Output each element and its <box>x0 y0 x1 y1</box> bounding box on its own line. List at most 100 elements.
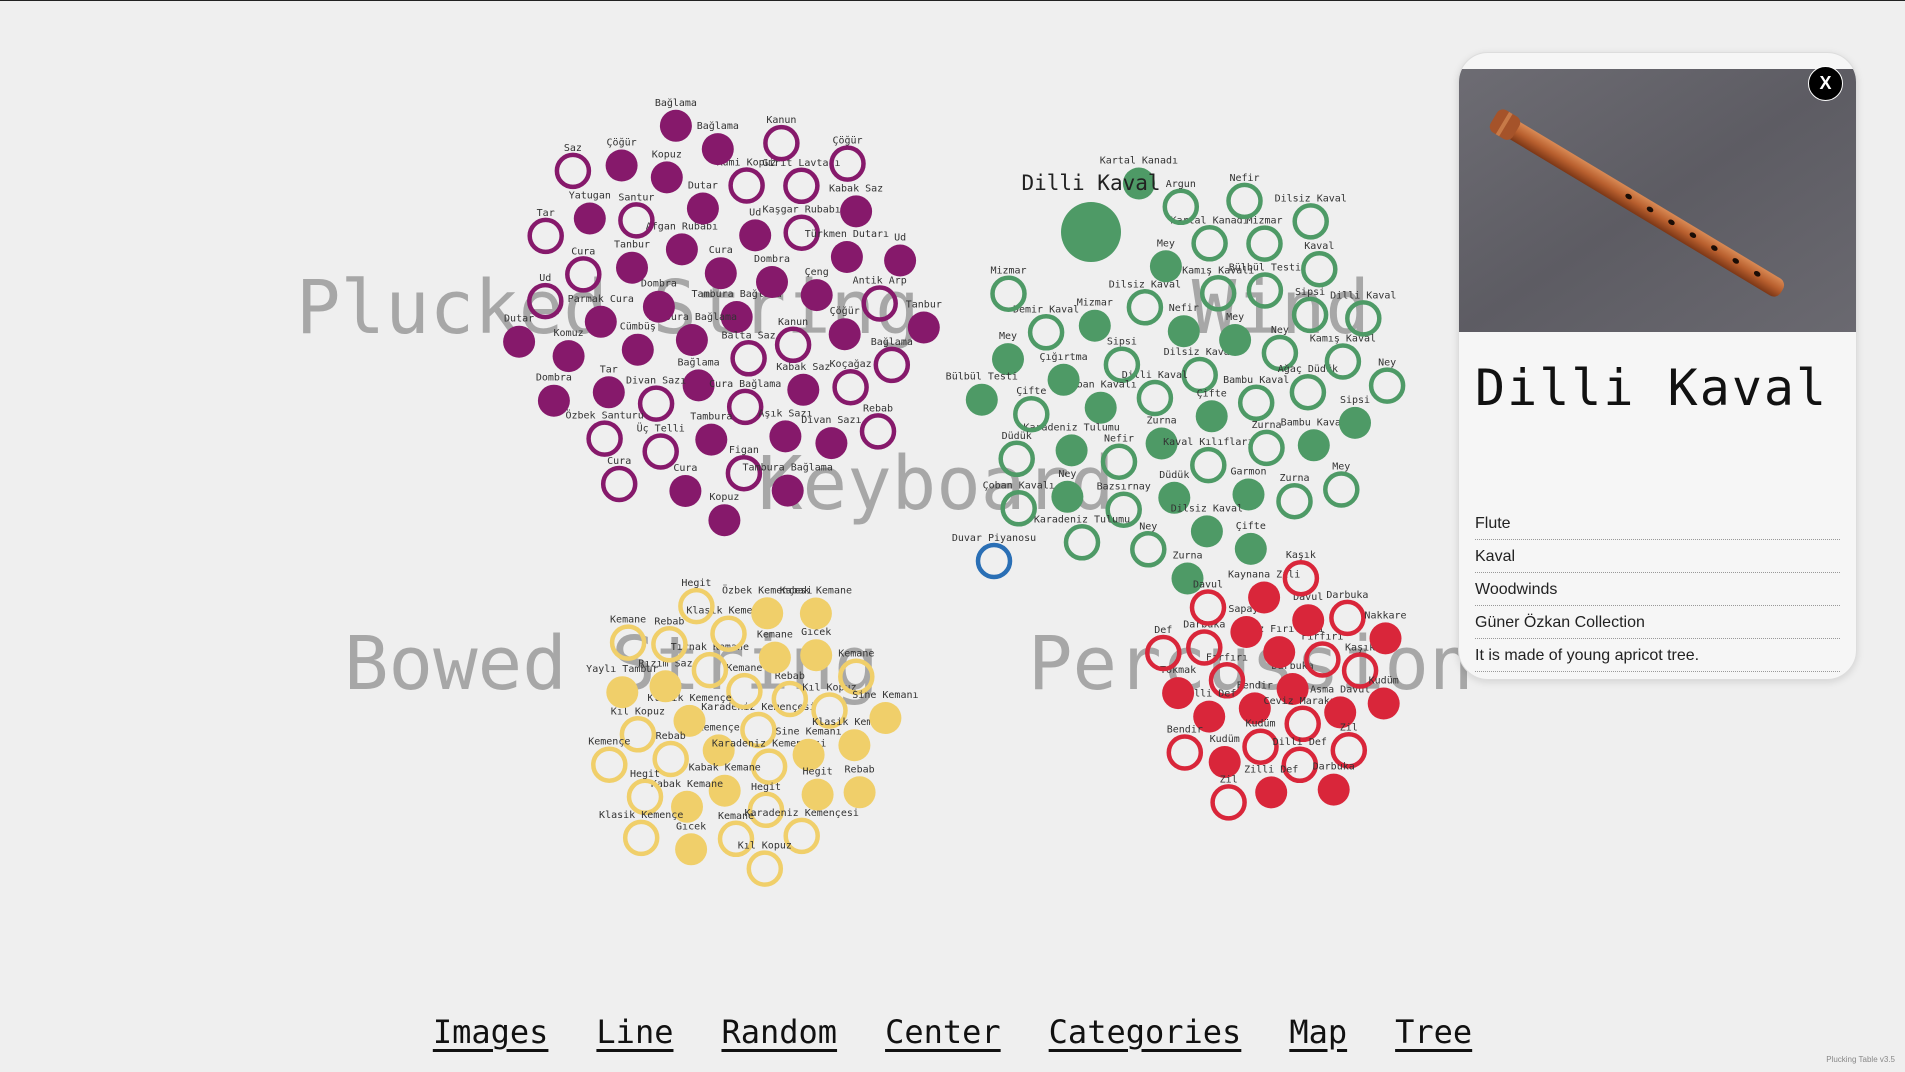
instrument-node[interactable] <box>725 454 763 492</box>
instrument-node[interactable] <box>1246 272 1284 309</box>
nav-link[interactable]: Images <box>432 1013 549 1051</box>
instrument-node[interactable] <box>1055 434 1088 467</box>
nav-link[interactable]: Random <box>721 1013 838 1051</box>
instrument-node[interactable] <box>650 161 683 194</box>
instrument-node[interactable] <box>869 702 902 734</box>
instrument-node[interactable] <box>527 282 564 320</box>
close-button[interactable]: X <box>1808 66 1843 101</box>
instrument-node[interactable] <box>554 152 592 190</box>
instrument-node[interactable] <box>1145 427 1178 460</box>
instrument-node[interactable] <box>1136 379 1174 417</box>
instrument-node[interactable] <box>756 266 788 298</box>
instrument-node[interactable] <box>1195 400 1228 433</box>
instrument-node[interactable] <box>726 672 763 710</box>
instrument-node[interactable] <box>1255 776 1288 809</box>
instrument-node[interactable] <box>665 233 698 266</box>
instrument-node[interactable] <box>1103 346 1141 383</box>
instrument-node[interactable] <box>552 340 585 373</box>
instrument-node[interactable] <box>726 388 764 426</box>
instrument-node[interactable] <box>787 373 820 406</box>
instrument-node[interactable] <box>1000 490 1037 527</box>
instrument-node[interactable] <box>859 413 897 450</box>
instrument-node[interactable] <box>1242 728 1279 765</box>
instrument-node[interactable] <box>673 704 706 737</box>
instrument-node[interactable] <box>861 285 898 322</box>
instrument-node[interactable] <box>619 716 657 753</box>
instrument-node[interactable] <box>1027 314 1065 351</box>
instrument-node[interactable] <box>1189 589 1227 626</box>
instrument-node[interactable] <box>1369 622 1402 655</box>
instrument-node[interactable] <box>1190 515 1223 548</box>
instrument-node[interactable] <box>573 202 606 235</box>
instrument-node[interactable] <box>763 124 800 162</box>
instrument-node[interactable] <box>800 639 833 672</box>
instrument-node[interactable] <box>1292 604 1325 637</box>
instrument-node[interactable] <box>1237 384 1275 422</box>
instrument-node[interactable] <box>1226 182 1263 220</box>
instrument-node[interactable] <box>783 167 820 205</box>
instrument-node[interactable] <box>527 217 564 255</box>
instrument-node[interactable] <box>649 670 682 703</box>
instrument-node[interactable] <box>1276 482 1313 520</box>
instrument-node[interactable] <box>503 325 536 358</box>
instrument-node[interactable] <box>1208 746 1241 778</box>
instrument-node[interactable] <box>907 311 940 344</box>
nav-link[interactable]: Line <box>596 1013 674 1051</box>
instrument-node[interactable] <box>584 305 617 338</box>
instrument-node[interactable] <box>1246 225 1283 262</box>
instrument-node[interactable] <box>1149 250 1182 283</box>
instrument-node[interactable] <box>746 850 784 887</box>
instrument-node[interactable] <box>828 318 861 351</box>
instrument-node[interactable] <box>600 465 638 503</box>
instrument-node[interactable] <box>1186 629 1223 666</box>
instrument-node[interactable] <box>1126 289 1164 326</box>
instrument-node[interactable] <box>702 734 735 767</box>
instrument-node[interactable] <box>618 202 655 239</box>
instrument-node[interactable] <box>720 301 753 333</box>
instrument-node[interactable] <box>1368 367 1406 404</box>
instrument-node[interactable] <box>750 748 788 785</box>
instrument-node[interactable] <box>1317 773 1350 806</box>
instrument-node[interactable] <box>1100 443 1138 480</box>
instrument-node[interactable] <box>843 776 876 809</box>
instrument-node[interactable] <box>1181 356 1218 394</box>
instrument-node[interactable] <box>1162 188 1200 226</box>
instrument-node[interactable] <box>682 369 715 402</box>
instrument-node[interactable] <box>975 542 1013 580</box>
instrument-node[interactable] <box>675 833 708 866</box>
instrument-node[interactable] <box>1158 481 1191 514</box>
instrument-node[interactable] <box>621 333 654 366</box>
instrument-node[interactable] <box>838 729 871 762</box>
instrument-node[interactable] <box>1193 700 1226 733</box>
instrument-node[interactable] <box>708 504 741 537</box>
instrument-node[interactable] <box>1047 363 1080 396</box>
instrument-node[interactable] <box>730 340 767 377</box>
instrument-node[interactable] <box>792 738 825 771</box>
instrument-node[interactable] <box>1162 677 1195 710</box>
instrument-node[interactable] <box>708 774 741 807</box>
instrument-node[interactable] <box>671 790 703 823</box>
instrument-node[interactable] <box>1234 532 1267 565</box>
instrument-node[interactable] <box>1191 225 1228 262</box>
instrument-node[interactable] <box>1063 524 1101 561</box>
instrument-node[interactable] <box>1324 343 1362 380</box>
instrument-node[interactable] <box>605 149 638 182</box>
instrument-node[interactable] <box>783 214 820 251</box>
instrument-node[interactable] <box>811 692 848 729</box>
nav-link[interactable]: Tree <box>1395 1013 1473 1051</box>
instrument-node[interactable] <box>1230 616 1263 648</box>
instrument-node[interactable] <box>675 324 708 356</box>
instrument-node[interactable] <box>740 711 777 749</box>
instrument-node[interactable] <box>832 368 869 406</box>
instrument-node[interactable] <box>637 385 675 422</box>
instrument-node[interactable] <box>830 241 863 273</box>
instrument-node[interactable] <box>1166 734 1204 771</box>
instrument-node[interactable] <box>771 474 804 507</box>
instrument-node[interactable] <box>1292 203 1329 240</box>
instrument-node[interactable] <box>1339 406 1371 439</box>
instrument-node[interactable] <box>1199 275 1237 312</box>
instrument-node[interactable] <box>1061 202 1121 262</box>
instrument-node[interactable] <box>1367 687 1400 720</box>
instrument-node[interactable] <box>1238 692 1271 725</box>
instrument-node[interactable] <box>642 433 679 470</box>
